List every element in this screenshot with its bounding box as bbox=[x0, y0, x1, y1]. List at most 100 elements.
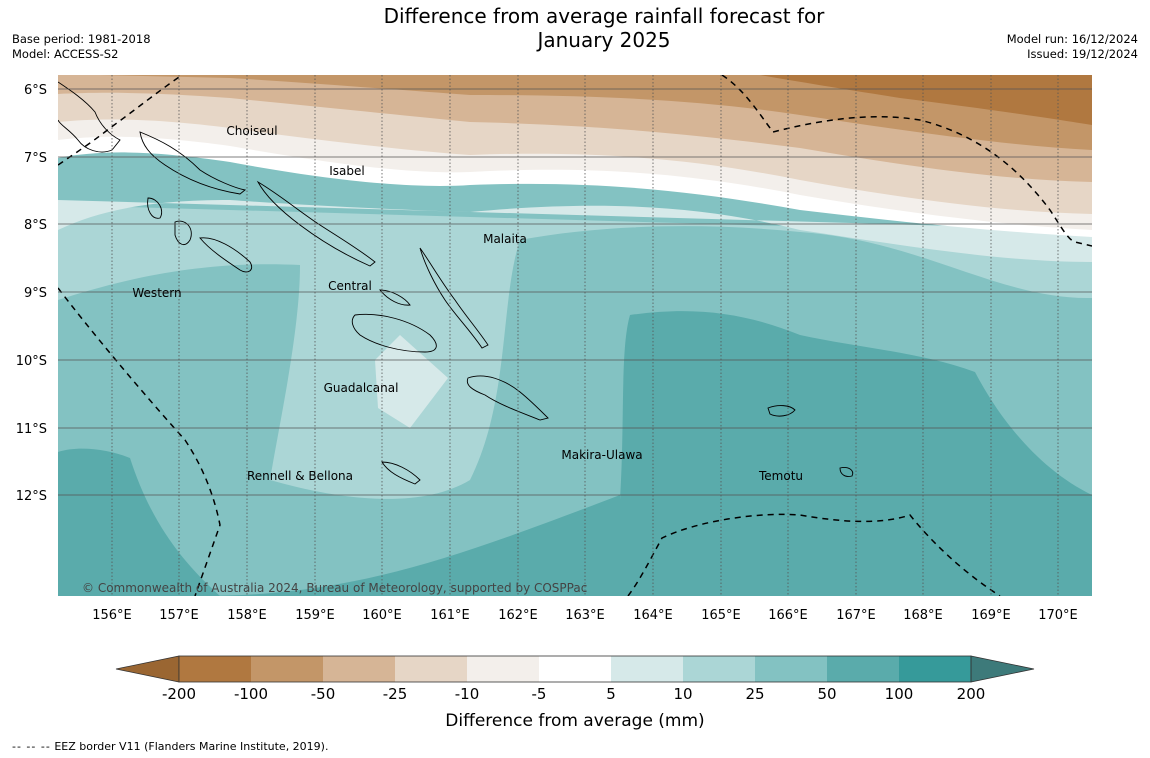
colorbar: -200 -100 -50 -25 -10 -5 5 10 25 50 100 … bbox=[115, 655, 1035, 731]
lat-label: 10°S bbox=[16, 354, 47, 369]
colorbar-tick-label: -100 bbox=[234, 685, 268, 703]
island-western-1 bbox=[174, 220, 192, 246]
eez-north-west bbox=[58, 75, 183, 166]
eez-legend-symbol: -- -- -- bbox=[12, 740, 51, 753]
island-guadalcanal bbox=[351, 313, 437, 353]
place-label-guadalcanal: Guadalcanal bbox=[324, 381, 399, 395]
colorbar-tick-label: 100 bbox=[885, 685, 914, 703]
band-50-100-south bbox=[200, 495, 620, 596]
lon-label: 168°E bbox=[903, 608, 943, 623]
rainfall-shading bbox=[58, 75, 1092, 596]
colorbar-tick-label: -5 bbox=[532, 685, 547, 703]
graticule-lat bbox=[58, 88, 1092, 496]
colorbar-frame bbox=[178, 655, 972, 683]
band-minus200-minus100 bbox=[760, 75, 1092, 125]
guadalcanal-5-10 bbox=[375, 335, 448, 428]
eez-borders bbox=[58, 75, 1092, 596]
colorbar-extend-low bbox=[115, 655, 180, 683]
band-minus100-minus50 bbox=[100, 75, 1092, 150]
band-10-25 bbox=[58, 205, 1092, 499]
band-50-100-west bbox=[58, 448, 220, 596]
lon-label: 167°E bbox=[836, 608, 876, 623]
colorbar-tick-label: -10 bbox=[455, 685, 480, 703]
colorbar-tick-label: 5 bbox=[606, 685, 616, 703]
lat-label: 12°S bbox=[16, 489, 47, 504]
issued-date: Issued: 19/12/2024 bbox=[1027, 47, 1138, 61]
island-rennell bbox=[381, 461, 421, 485]
place-label-isabel: Isabel bbox=[329, 164, 364, 178]
eez-south-west bbox=[58, 287, 221, 596]
lat-label: 11°S bbox=[16, 422, 47, 437]
colorbar-tick-label: 25 bbox=[745, 685, 764, 703]
title-line-2: January 2025 bbox=[537, 28, 671, 52]
model-name: Model: ACCESS-S2 bbox=[12, 47, 119, 61]
colorbar-extend-high bbox=[970, 655, 1035, 683]
lon-label: 162°E bbox=[498, 608, 538, 623]
base-period: Base period: 1981-2018 bbox=[12, 32, 151, 46]
lon-label: 157°E bbox=[159, 608, 199, 623]
lon-label: 156°E bbox=[92, 608, 132, 623]
lon-label: 170°E bbox=[1038, 608, 1078, 623]
colorbar-label: Difference from average (mm) bbox=[445, 711, 704, 731]
colorbar-segment bbox=[539, 656, 611, 682]
lon-label: 166°E bbox=[768, 608, 808, 623]
colorbar-segment bbox=[827, 656, 899, 682]
colorbar-segment bbox=[323, 656, 395, 682]
lon-labels: 156°E 157°E 158°E 159°E 160°E 161°E 162°… bbox=[92, 608, 1078, 623]
lat-label: 6°S bbox=[24, 83, 47, 98]
lat-label: 7°S bbox=[24, 151, 47, 166]
lon-label: 160°E bbox=[362, 608, 402, 623]
place-label-makira-ulawa: Makira-Ulawa bbox=[561, 448, 642, 462]
colorbar-segment bbox=[683, 656, 755, 682]
island-outlines bbox=[58, 81, 854, 485]
island-bougainville bbox=[58, 81, 121, 153]
copyright-text: © Commonwealth of Australia 2024, Bureau… bbox=[82, 581, 587, 595]
title-line-1: Difference from average rainfall forecas… bbox=[383, 4, 825, 28]
island-malaita bbox=[419, 247, 489, 349]
place-label-malaita: Malaita bbox=[483, 232, 527, 246]
colorbar-segment bbox=[395, 656, 467, 682]
footer-legend: -- -- -- EEZ border V11 (Flanders Marine… bbox=[12, 740, 328, 753]
island-choiseul bbox=[139, 131, 247, 195]
model-run: Model run: 16/12/2024 bbox=[1006, 32, 1138, 46]
place-label-temotu: Temotu bbox=[758, 469, 803, 483]
place-label-central: Central bbox=[328, 279, 372, 293]
eez-legend-text: EEZ border V11 (Flanders Marine Institut… bbox=[54, 740, 329, 753]
lat-label: 9°S bbox=[24, 286, 47, 301]
lon-label: 164°E bbox=[633, 608, 673, 623]
lat-label: 8°S bbox=[24, 218, 47, 233]
colorbar-segment bbox=[179, 656, 251, 682]
place-label-choiseul: Choiseul bbox=[226, 124, 277, 138]
island-temotu-2 bbox=[839, 467, 854, 477]
lon-label: 169°E bbox=[971, 608, 1011, 623]
island-makira bbox=[466, 375, 549, 421]
lon-label: 158°E bbox=[227, 608, 267, 623]
colorbar-segment bbox=[899, 656, 971, 682]
band-5-10 bbox=[58, 200, 1092, 262]
colorbar-segment bbox=[611, 656, 683, 682]
eez-north-east bbox=[721, 75, 1092, 247]
colorbar-segment bbox=[755, 656, 827, 682]
colorbar-tick-label: 200 bbox=[957, 685, 986, 703]
island-western-2 bbox=[199, 237, 253, 273]
lon-label: 159°E bbox=[295, 608, 335, 623]
lon-label: 165°E bbox=[701, 608, 741, 623]
colorbar-ticks: -200 -100 -50 -25 -10 -5 5 10 25 50 100 … bbox=[162, 685, 985, 703]
graticule-lon bbox=[111, 75, 1059, 596]
island-santa-cruz bbox=[767, 405, 796, 417]
eez-south-east bbox=[627, 513, 1001, 596]
lat-labels: 6°S 7°S 8°S 9°S 10°S 11°S 12°S bbox=[16, 83, 47, 504]
lon-label: 161°E bbox=[430, 608, 470, 623]
place-label-western: Western bbox=[132, 286, 181, 300]
chart-title: Difference from average rainfall forecas… bbox=[374, 4, 834, 52]
island-western-3 bbox=[147, 197, 163, 219]
colorbar-segment bbox=[467, 656, 539, 682]
colorbar-tick-label: 10 bbox=[673, 685, 692, 703]
header-left: Base period: 1981-2018 Model: ACCESS-S2 bbox=[12, 32, 151, 62]
colorbar-tick-label: -200 bbox=[162, 685, 196, 703]
island-isabel bbox=[256, 180, 376, 267]
place-label-rennell-bellona: Rennell & Bellona bbox=[247, 469, 353, 483]
lon-label: 163°E bbox=[565, 608, 605, 623]
colorbar-segment bbox=[251, 656, 323, 682]
